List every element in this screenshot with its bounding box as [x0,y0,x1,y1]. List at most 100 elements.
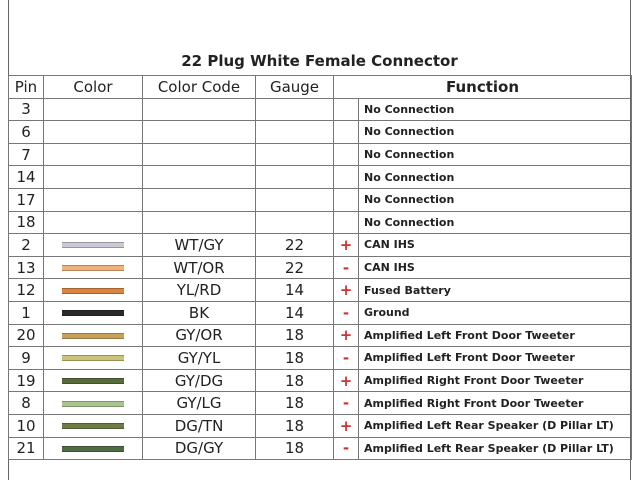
cell [142,97,256,122]
cell: 21 [8,436,44,461]
cell: Amplified Right Front Door Tweeter [358,368,632,393]
cell: 3 [8,97,44,122]
cell [43,165,143,189]
wire-swatch [62,378,124,385]
cell: 9 [8,346,44,370]
cell [43,255,143,280]
cell: 20 [8,323,44,348]
cell: 18 [8,210,44,235]
cell [43,233,143,257]
cell: 14 [255,300,334,325]
cell: + [333,413,359,438]
cell [255,165,334,189]
cell [43,323,143,348]
cell: - [333,436,359,461]
cell: + [333,278,359,302]
cell [43,120,143,144]
cell: YL/RD [142,278,256,302]
cell: GY/OR [142,323,256,348]
table-row: 3 No Connection [8,97,632,122]
cell: 14 [8,165,44,189]
cell: No Connection [358,120,632,144]
table-row: 1 BK 14- Ground [8,300,632,325]
cell: 13 [8,255,44,280]
cell [255,97,334,122]
cell [43,210,143,235]
cell: No Connection [358,165,632,189]
header-cell: Function [333,75,632,99]
cell [43,187,143,212]
cell [255,120,334,144]
cell [43,300,143,325]
cell [142,210,256,235]
cell [333,120,359,144]
table-row: 7 No Connection [8,142,632,167]
wire-swatch [62,423,124,430]
wire-swatch [62,242,124,249]
cell: CAN IHS [358,233,632,257]
cell: 14 [255,278,334,302]
cell [255,187,334,212]
cell: Amplified Right Front Door Tweeter [358,391,632,415]
cell: 22 [255,255,334,280]
table-row: 8 GY/LG 18- Amplified Right Front Door Twee… [8,391,632,415]
cell [43,142,143,167]
cell: No Connection [358,187,632,212]
header-row: Pin Color Color Code Gauge Function [8,75,632,99]
cell [142,120,256,144]
cell: WT/GY [142,233,256,257]
table-row: 20 GY/OR 18 + Amplified Left Front Door Twee… [8,323,632,348]
table-row: 9 GY/YL 18- Amplified Left Front Door Tweet… [8,346,632,370]
cell: Fused Battery [358,278,632,302]
wire-swatch [62,445,124,452]
table-row: 14 No Connection [8,165,632,189]
cell: GY/DG [142,368,256,393]
cell: - [333,346,359,370]
cell [43,346,143,370]
cell [43,278,143,302]
cell [43,436,143,461]
cell [255,210,334,235]
cell: Ground [358,300,632,325]
table-row: 19 GY/DG 18 + Amplified Right Front Door Twe… [8,368,632,393]
cell [142,142,256,167]
table-row: 10 DG/TN 18 + Amplified Left Rear Speaker (D… [8,413,632,438]
cell: Amplified Left Rear Speaker (D Pillar LT… [358,436,632,461]
cell: 17 [8,187,44,212]
cell: BK [142,300,256,325]
table-row: 17 No Connection [8,187,632,212]
wire-swatch [62,400,124,407]
cell: + [333,233,359,257]
wire-swatch [62,310,124,317]
cell: 18 [255,346,334,370]
cell: 19 [8,368,44,393]
cell [43,391,143,415]
pin-table: Pin Color Color Code Gauge Function 3 No … [8,75,632,461]
cell: Amplified Left Front Door Tweeter [358,323,632,348]
cell [333,165,359,189]
cell: GY/YL [142,346,256,370]
cell [142,187,256,212]
cell: DG/TN [142,413,256,438]
cell [333,97,359,122]
cell: 22 [255,233,334,257]
cell: No Connection [358,210,632,235]
cell: No Connection [358,142,632,167]
cell: 12 [8,278,44,302]
cell: GY/LG [142,391,256,415]
cell [255,142,334,167]
cell: 7 [8,142,44,167]
wire-swatch [62,265,124,272]
header-cell: Color Code [142,75,256,99]
wire-swatch [62,287,124,294]
cell: Amplified Left Front Door Tweeter [358,346,632,370]
cell [43,413,143,438]
cell: 1 [8,300,44,325]
cell: 2 [8,233,44,257]
table-row: 13 WT/OR 22- CAN IHS [8,255,632,280]
cell: 18 [255,413,334,438]
cell: - [333,255,359,280]
cell: 10 [8,413,44,438]
table-row: 18 No Connection [8,210,632,235]
